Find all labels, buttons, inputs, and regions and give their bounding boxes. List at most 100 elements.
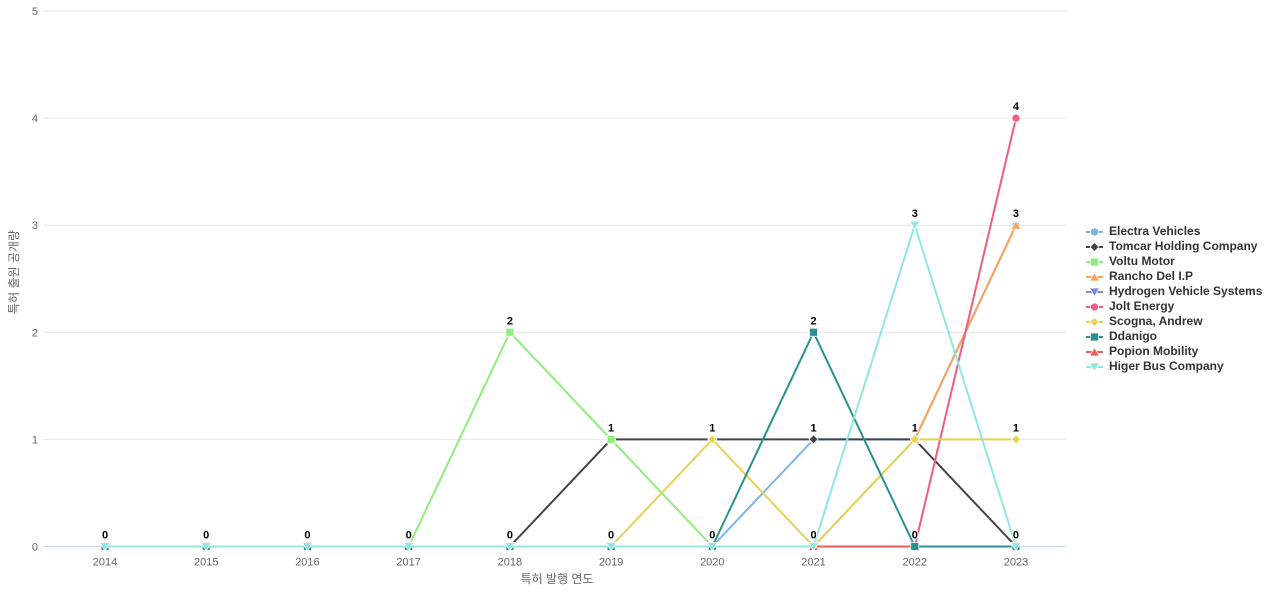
y-tick-label-5: 5 (32, 6, 38, 18)
marker-scogna-andrew-2020[interactable] (707, 434, 718, 445)
series-group (99, 113, 1022, 552)
legend-marker-higer-bus-company (1086, 362, 1103, 372)
marker-higer-bus-company-2022[interactable] (909, 220, 921, 231)
grid-lines (44, 10, 1066, 547)
data-label-2016-0: 0 (304, 530, 310, 542)
data-label-2023-3: 3 (1013, 208, 1019, 220)
series-tomcar-holding-company (99, 434, 1022, 552)
marker-scogna-andrew-2022[interactable] (909, 434, 920, 445)
legend-item-popion-mobility[interactable]: Popion Mobility (1086, 344, 1262, 359)
series-line-tomcar-holding-company[interactable] (104, 438, 1017, 548)
marker-higer-bus-company-2014[interactable] (99, 542, 111, 552)
legend: Electra Vehicles Tomcar Holding Company Vo… (1086, 224, 1262, 374)
x-tick-label-2019: 2019 (599, 557, 623, 569)
x-tick-label-2015: 2015 (194, 557, 218, 569)
legend-symbol-jolt-energy (1090, 302, 1099, 311)
series-line-higer-bus-company[interactable] (104, 224, 1017, 548)
data-label-2015-0: 0 (203, 530, 209, 542)
data-label-2023-4: 4 (1013, 101, 1020, 113)
series-higer-bus-company (99, 220, 1022, 552)
data-label-2018-2: 2 (507, 315, 513, 327)
data-label-2022-1: 1 (912, 422, 918, 434)
legend-symbol-scogna-andrew (1089, 316, 1100, 327)
marker-ddanigo-2021[interactable] (809, 327, 818, 337)
legend-item-tomcar-holding-company[interactable]: Tomcar Holding Company (1086, 239, 1262, 254)
legend-item-ddanigo[interactable]: Ddanigo (1086, 329, 1262, 344)
data-label-2014-0: 0 (102, 530, 108, 542)
legend-label-tomcar-holding-company: Tomcar Holding Company (1109, 239, 1258, 253)
marker-higer-bus-company-2019[interactable] (605, 542, 617, 552)
legend-marker-scogna-andrew (1086, 316, 1103, 327)
data-label-2021-1: 1 (810, 422, 816, 434)
legend-symbol-tomcar-holding-company (1089, 241, 1100, 252)
marker-voltu-motor-2018[interactable] (505, 327, 515, 337)
legend-item-higer-bus-company[interactable]: Higer Bus Company (1086, 359, 1262, 374)
marker-voltu-motor-2019[interactable] (606, 435, 616, 444)
legend-item-jolt-energy[interactable]: Jolt Energy (1086, 299, 1262, 314)
legend-item-rancho-del-i-p[interactable]: Rancho Del I.P (1086, 269, 1262, 284)
legend-marker-voltu-motor (1086, 257, 1103, 266)
marker-scogna-andrew-2023[interactable] (1010, 434, 1022, 445)
legend-symbol-rancho-del-i-p (1088, 271, 1101, 281)
legend-label-scogna-andrew: Scogna, Andrew (1109, 314, 1203, 328)
legend-marker-tomcar-holding-company (1086, 241, 1103, 252)
marker-ddanigo-2022[interactable] (910, 542, 920, 551)
legend-symbol-ddanigo (1090, 332, 1099, 341)
data-label-2017-0: 0 (406, 530, 412, 542)
legend-item-voltu-motor[interactable]: Voltu Motor (1086, 254, 1262, 269)
legend-marker-hydrogen-vehicle-systems (1086, 287, 1103, 297)
data-label-2023-1: 1 (1013, 422, 1019, 434)
marker-higer-bus-company-2018[interactable] (504, 542, 516, 552)
legend-label-voltu-motor: Voltu Motor (1109, 254, 1175, 268)
legend-symbol-electra-vehicles (1090, 227, 1099, 236)
y-axis-title: 특허 출원 공개량 (7, 230, 21, 314)
legend-marker-electra-vehicles (1086, 227, 1103, 236)
data-label-2019-1: 1 (608, 422, 614, 434)
legend-label-hydrogen-vehicle-systems: Hydrogen Vehicle Systems (1109, 284, 1263, 298)
legend-label-higer-bus-company: Higer Bus Company (1109, 359, 1224, 373)
marker-higer-bus-company-2017[interactable] (403, 542, 415, 552)
legend-symbol-voltu-motor (1090, 257, 1099, 266)
marker-higer-bus-company-2023[interactable] (1010, 542, 1022, 552)
x-tick-label-2016: 2016 (295, 557, 319, 569)
marker-higer-bus-company-2015[interactable] (200, 542, 212, 552)
x-tick-label-2022: 2022 (903, 557, 927, 569)
legend-label-ddanigo: Ddanigo (1109, 329, 1157, 343)
x-tick-label-2014: 2014 (93, 557, 117, 569)
legend-marker-rancho-del-i-p (1086, 271, 1103, 281)
legend-item-scogna-andrew[interactable]: Scogna, Andrew (1086, 314, 1262, 329)
marker-rancho-del-i-p-2023[interactable] (1010, 219, 1022, 230)
legend-item-hydrogen-vehicle-systems[interactable]: Hydrogen Vehicle Systems (1086, 284, 1262, 299)
marker-higer-bus-company-2020[interactable] (706, 542, 718, 552)
y-tick-label-3: 3 (32, 220, 38, 232)
x-tick-label-2021: 2021 (801, 557, 825, 569)
data-label-2021-0: 0 (810, 530, 816, 542)
y-tick-label-1: 1 (32, 434, 38, 446)
data-label-2023-0: 0 (1013, 530, 1019, 542)
x-tick-label-2020: 2020 (700, 557, 724, 569)
legend-label-rancho-del-i-p: Rancho Del I.P (1109, 269, 1194, 283)
x-tick-label-2017: 2017 (396, 557, 420, 569)
marker-higer-bus-company-2016[interactable] (301, 542, 314, 552)
legend-label-popion-mobility: Popion Mobility (1109, 344, 1199, 358)
legend-item-electra-vehicles[interactable]: Electra Vehicles (1086, 224, 1262, 239)
data-label-2021-2: 2 (810, 315, 816, 327)
marker-higer-bus-company-2021[interactable] (807, 542, 820, 552)
data-label-2022-3: 3 (912, 208, 918, 220)
legend-label-jolt-energy: Jolt Energy (1109, 299, 1175, 313)
y-tick-label-2: 2 (32, 327, 38, 339)
y-tick-label-4: 4 (32, 113, 38, 125)
marker-tomcar-holding-company-2021[interactable] (808, 434, 819, 445)
data-label-2020-1: 1 (709, 422, 715, 434)
x-tick-label-2023: 2023 (1004, 557, 1028, 569)
data-label-2018-0: 0 (507, 530, 513, 542)
x-tick-label-2018: 2018 (498, 557, 522, 569)
legend-marker-popion-mobility (1086, 346, 1103, 356)
y-tick-label-0: 0 (32, 542, 38, 554)
marker-jolt-energy-2023[interactable] (1011, 113, 1021, 123)
data-label-2022-0: 0 (912, 530, 918, 542)
legend-marker-ddanigo (1086, 332, 1103, 341)
